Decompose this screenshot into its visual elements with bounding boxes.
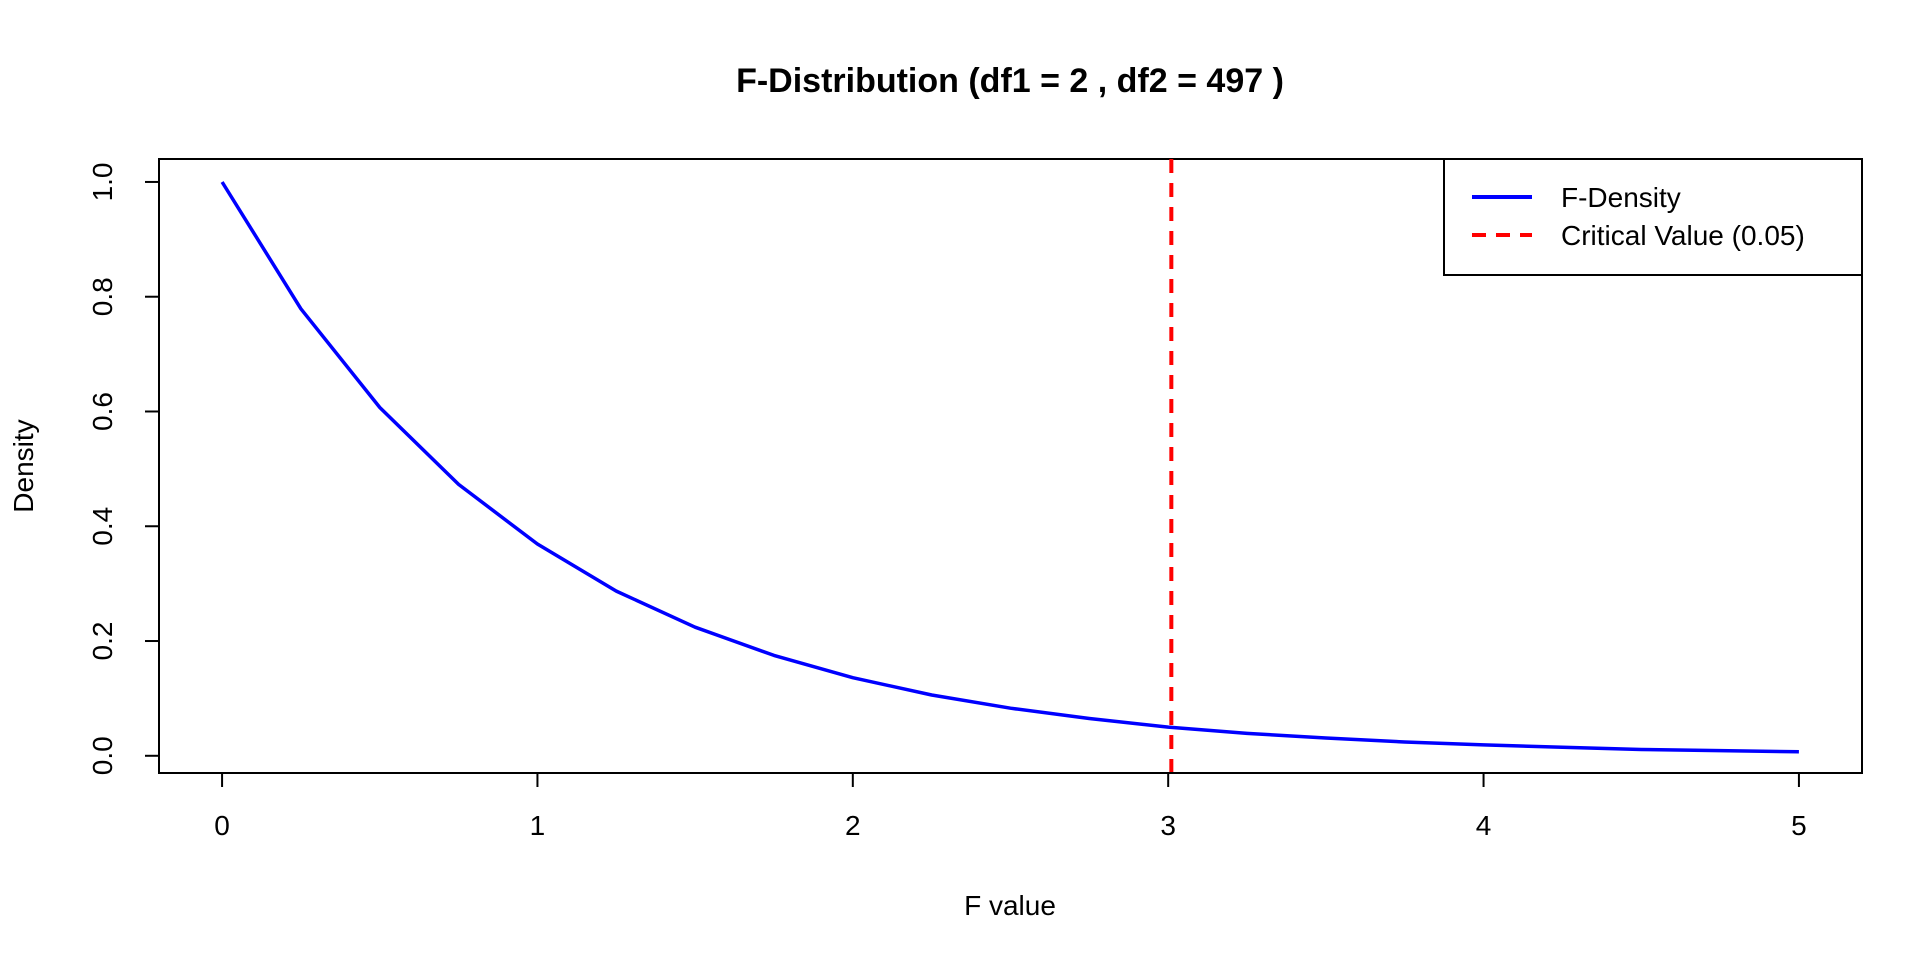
legend-entry-label: F-Density [1561,182,1681,213]
x-tick-label: 2 [845,810,861,841]
y-tick-label: 0.6 [87,392,118,431]
legend-box [1443,158,1863,276]
y-tick-label: 0.4 [87,507,118,546]
x-tick-label: 3 [1160,810,1176,841]
x-tick-label: 0 [214,810,230,841]
y-tick-label: 0.2 [87,622,118,661]
x-tick-label: 5 [1791,810,1807,841]
x-axis: 0 1 2 3 4 5 [214,772,1807,841]
y-tick-label: 1.0 [87,162,118,201]
f-density-curve [220,181,1799,754]
y-tick-label: 0.8 [87,277,118,316]
x-tick-label: 4 [1476,810,1492,841]
y-tick-label: 0.0 [87,736,118,775]
legend-entry-label: Critical Value (0.05) [1561,220,1805,251]
y-axis: 0.0 0.2 0.4 0.6 0.8 1.0 [87,162,160,775]
x-axis-label: F value [964,890,1056,921]
legend: F-Density Critical Value (0.05) [1443,158,1863,276]
chart-title: F-Distribution (df1 = 2 , df2 = 497 ) [736,62,1284,100]
y-axis-label: Density [8,419,39,512]
x-tick-label: 1 [530,810,546,841]
